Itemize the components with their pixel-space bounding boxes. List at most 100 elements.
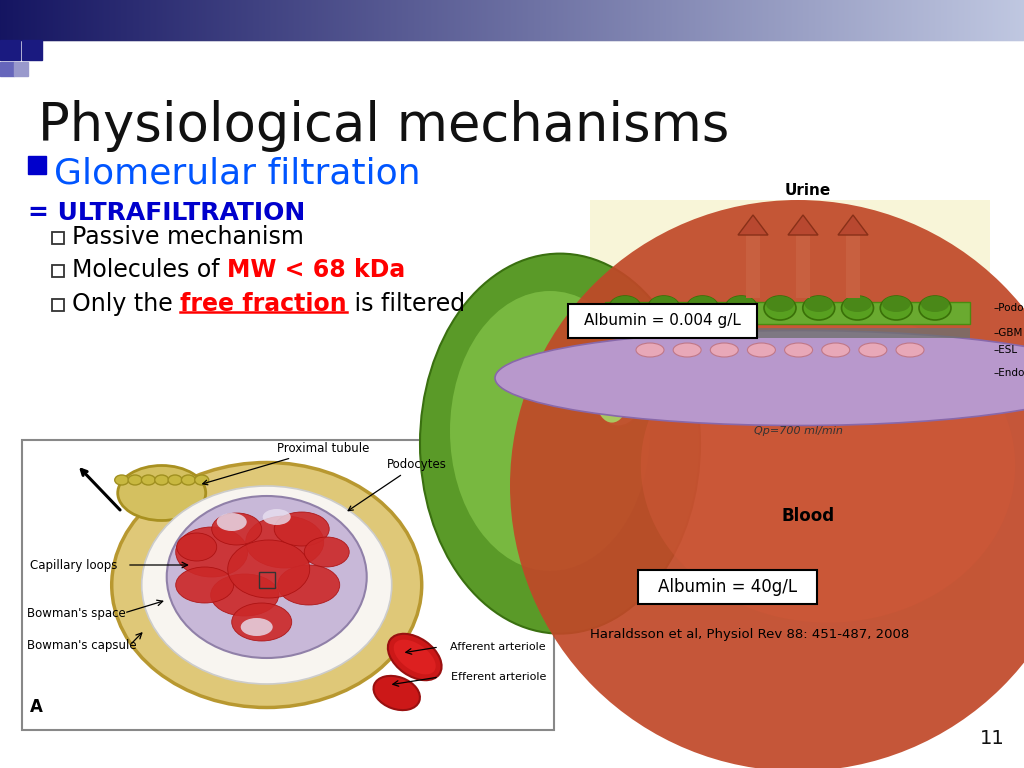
Text: Albumin = 40g/L: Albumin = 40g/L — [658, 578, 797, 596]
Ellipse shape — [155, 475, 169, 485]
FancyBboxPatch shape — [638, 570, 817, 604]
Ellipse shape — [821, 343, 850, 357]
Text: Bowman's space: Bowman's space — [27, 607, 126, 620]
Ellipse shape — [636, 343, 664, 357]
Ellipse shape — [711, 343, 738, 357]
Text: Bowman's capsule: Bowman's capsule — [27, 638, 136, 651]
Ellipse shape — [803, 296, 835, 320]
Ellipse shape — [784, 343, 813, 357]
Text: Urine: Urine — [784, 183, 831, 198]
Ellipse shape — [388, 634, 441, 680]
Ellipse shape — [241, 618, 272, 636]
Bar — [22, 40, 42, 60]
Ellipse shape — [495, 330, 1024, 425]
Ellipse shape — [597, 381, 627, 422]
Bar — [610, 328, 970, 338]
Ellipse shape — [842, 296, 873, 320]
Ellipse shape — [374, 676, 420, 710]
Text: Albumin = 0.004 g/L: Albumin = 0.004 g/L — [584, 313, 741, 329]
Ellipse shape — [725, 296, 758, 320]
Ellipse shape — [181, 475, 196, 485]
Ellipse shape — [650, 296, 678, 312]
Ellipse shape — [844, 296, 871, 312]
Text: –Endothelium: –Endothelium — [994, 368, 1024, 378]
Ellipse shape — [227, 540, 309, 598]
Ellipse shape — [128, 475, 142, 485]
Ellipse shape — [921, 296, 949, 312]
Text: Capillary loops: Capillary loops — [30, 558, 118, 571]
Text: GFR=125 ml/min: GFR=125 ml/min — [602, 315, 697, 325]
Ellipse shape — [112, 462, 422, 707]
Bar — [590, 200, 990, 620]
Ellipse shape — [167, 496, 367, 658]
Ellipse shape — [859, 343, 887, 357]
Bar — [52, 299, 63, 311]
Ellipse shape — [727, 296, 756, 312]
Ellipse shape — [591, 352, 645, 426]
Bar — [22, 440, 554, 730]
Ellipse shape — [896, 343, 924, 357]
Text: is filtered: is filtered — [347, 292, 465, 316]
Bar — [746, 235, 760, 298]
Ellipse shape — [176, 527, 248, 577]
Polygon shape — [838, 215, 868, 235]
Ellipse shape — [450, 291, 650, 571]
Bar — [796, 235, 810, 298]
Text: Haraldsson et al, Physiol Rev 88: 451-487, 2008: Haraldsson et al, Physiol Rev 88: 451-48… — [590, 628, 909, 641]
Ellipse shape — [168, 475, 182, 485]
Ellipse shape — [688, 296, 717, 312]
Text: A: A — [30, 698, 43, 716]
Ellipse shape — [748, 343, 775, 357]
Text: free fraction: free fraction — [180, 292, 347, 316]
Ellipse shape — [141, 475, 156, 485]
Ellipse shape — [217, 513, 247, 531]
Bar — [52, 232, 63, 244]
Ellipse shape — [231, 603, 292, 641]
Ellipse shape — [177, 533, 217, 561]
Ellipse shape — [141, 486, 392, 684]
Ellipse shape — [195, 475, 209, 485]
Ellipse shape — [883, 296, 910, 312]
Text: –Podocytes: –Podocytes — [994, 303, 1024, 313]
Ellipse shape — [686, 296, 719, 320]
Text: Efferent arteriole: Efferent arteriole — [451, 672, 546, 682]
Text: –GBM: –GBM — [994, 328, 1023, 338]
Ellipse shape — [176, 567, 233, 603]
Ellipse shape — [609, 296, 641, 320]
Text: Molecules of: Molecules of — [72, 258, 227, 282]
Ellipse shape — [274, 512, 330, 546]
Text: –ESL: –ESL — [994, 345, 1018, 355]
Ellipse shape — [211, 574, 279, 616]
Ellipse shape — [673, 343, 701, 357]
Ellipse shape — [393, 640, 436, 674]
Ellipse shape — [919, 296, 951, 320]
Ellipse shape — [611, 296, 639, 312]
Ellipse shape — [115, 475, 129, 485]
Bar — [52, 265, 63, 277]
FancyBboxPatch shape — [568, 304, 757, 338]
Ellipse shape — [766, 296, 794, 312]
Ellipse shape — [118, 465, 206, 521]
Ellipse shape — [420, 253, 700, 634]
Ellipse shape — [641, 309, 1015, 623]
Polygon shape — [788, 215, 818, 235]
Text: Glomerular filtration: Glomerular filtration — [54, 156, 421, 190]
Ellipse shape — [278, 565, 340, 605]
Bar — [605, 302, 970, 324]
Text: Afferent arteriole: Afferent arteriole — [451, 642, 546, 652]
Polygon shape — [738, 215, 768, 235]
Ellipse shape — [304, 537, 349, 567]
Text: MW < 68 kDa: MW < 68 kDa — [227, 258, 406, 282]
Text: = ULTRAFILTRATION: = ULTRAFILTRATION — [28, 201, 305, 225]
Text: 11: 11 — [980, 729, 1005, 748]
Bar — [846, 235, 860, 298]
Ellipse shape — [764, 296, 796, 320]
Bar — [28, 156, 46, 174]
Ellipse shape — [881, 296, 912, 320]
Bar — [0, 62, 14, 76]
Ellipse shape — [510, 200, 1024, 768]
Text: Proximal tubule: Proximal tubule — [203, 442, 369, 485]
Ellipse shape — [805, 296, 833, 312]
Bar — [0, 40, 20, 60]
Ellipse shape — [212, 513, 262, 545]
